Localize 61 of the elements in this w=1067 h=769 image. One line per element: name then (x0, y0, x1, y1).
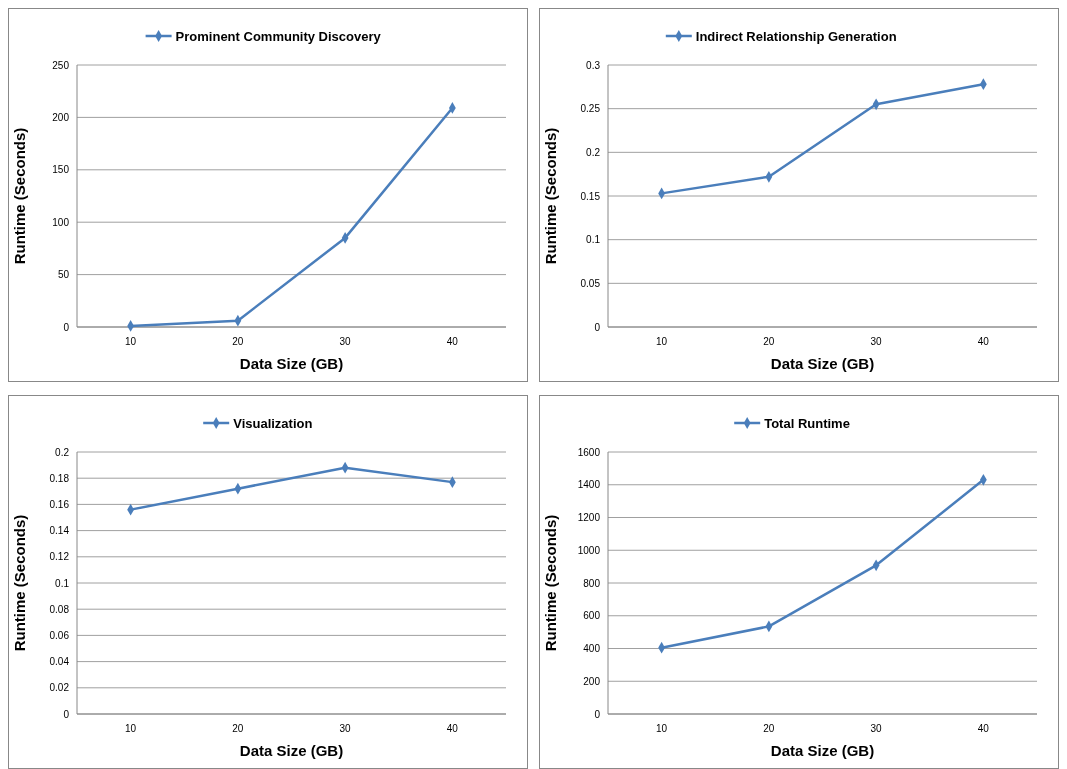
x-tick-label: 10 (656, 336, 668, 347)
y-tick-label: 800 (583, 577, 601, 589)
x-tick-label: 30 (870, 336, 883, 347)
x-axis-title: Data Size (GB) (770, 355, 875, 372)
x-tick-label: 40 (446, 723, 459, 734)
y-tick-label: 100 (52, 216, 70, 228)
y-tick-label: 600 (583, 610, 601, 622)
legend-label: Indirect Relationship Generation (695, 28, 897, 44)
x-tick-label: 20 (232, 723, 244, 734)
y-tick-label: 0.04 (49, 656, 70, 668)
x-tick-label: 20 (763, 723, 775, 734)
y-tick-label: 200 (583, 675, 601, 687)
y-tick-label: 0 (63, 708, 70, 720)
x-tick-label: 30 (870, 723, 883, 734)
x-tick-label: 30 (339, 336, 352, 347)
legend-label: Visualization (233, 415, 313, 431)
y-tick-label: 0 (63, 321, 70, 333)
y-tick-label: 0.2 (55, 446, 70, 458)
y-tick-label: 0 (594, 321, 601, 333)
y-tick-label: 1600 (577, 446, 601, 458)
y-tick-label: 0.2 (586, 146, 601, 158)
y-tick-label: 0.25 (580, 103, 601, 115)
x-tick-label: 20 (232, 336, 244, 347)
y-tick-label: 0.14 (49, 525, 70, 537)
y-tick-label: 1200 (577, 512, 601, 523)
y-tick-label: 0.12 (49, 551, 70, 563)
y-tick-label: 0.3 (586, 59, 601, 71)
y-tick-label: 1400 (577, 479, 601, 491)
y-tick-label: 0.02 (49, 682, 70, 694)
y-axis-title: Runtime (Seconds) (11, 514, 28, 652)
y-tick-label: 250 (52, 59, 70, 71)
x-tick-label: 40 (977, 336, 990, 347)
y-axis-title: Runtime (Seconds) (542, 127, 559, 265)
x-tick-label: 10 (125, 336, 137, 347)
y-axis-title: Runtime (Seconds) (542, 514, 559, 652)
y-tick-label: 0.16 (49, 498, 70, 510)
x-tick-label: 10 (656, 723, 668, 734)
y-tick-label: 0.1 (586, 234, 601, 246)
x-tick-label: 40 (446, 336, 459, 347)
y-axis-title: Runtime (Seconds) (11, 127, 28, 265)
y-tick-label: 0.08 (49, 603, 70, 615)
legend-label: Total Runtime (764, 415, 850, 431)
x-axis-title: Data Size (GB) (770, 742, 875, 759)
y-tick-label: 0.18 (49, 472, 70, 484)
legend-label: Prominent Community Discovery (175, 28, 382, 44)
y-tick-label: 0 (594, 708, 601, 720)
y-tick-label: 0.06 (49, 629, 70, 641)
y-tick-label: 0.1 (55, 577, 70, 589)
x-axis-title: Data Size (GB) (239, 355, 344, 372)
y-tick-label: 400 (583, 643, 601, 654)
x-tick-label: 30 (339, 723, 352, 734)
y-tick-label: 50 (57, 269, 70, 281)
x-tick-label: 20 (763, 336, 775, 347)
y-tick-label: 0.05 (580, 277, 601, 289)
x-tick-label: 40 (977, 723, 990, 734)
x-axis-title: Data Size (GB) (239, 742, 344, 759)
x-tick-label: 10 (125, 723, 137, 734)
y-tick-label: 0.15 (580, 190, 601, 202)
y-tick-label: 1000 (577, 544, 601, 556)
y-tick-label: 200 (52, 111, 70, 123)
y-tick-label: 150 (52, 164, 70, 176)
